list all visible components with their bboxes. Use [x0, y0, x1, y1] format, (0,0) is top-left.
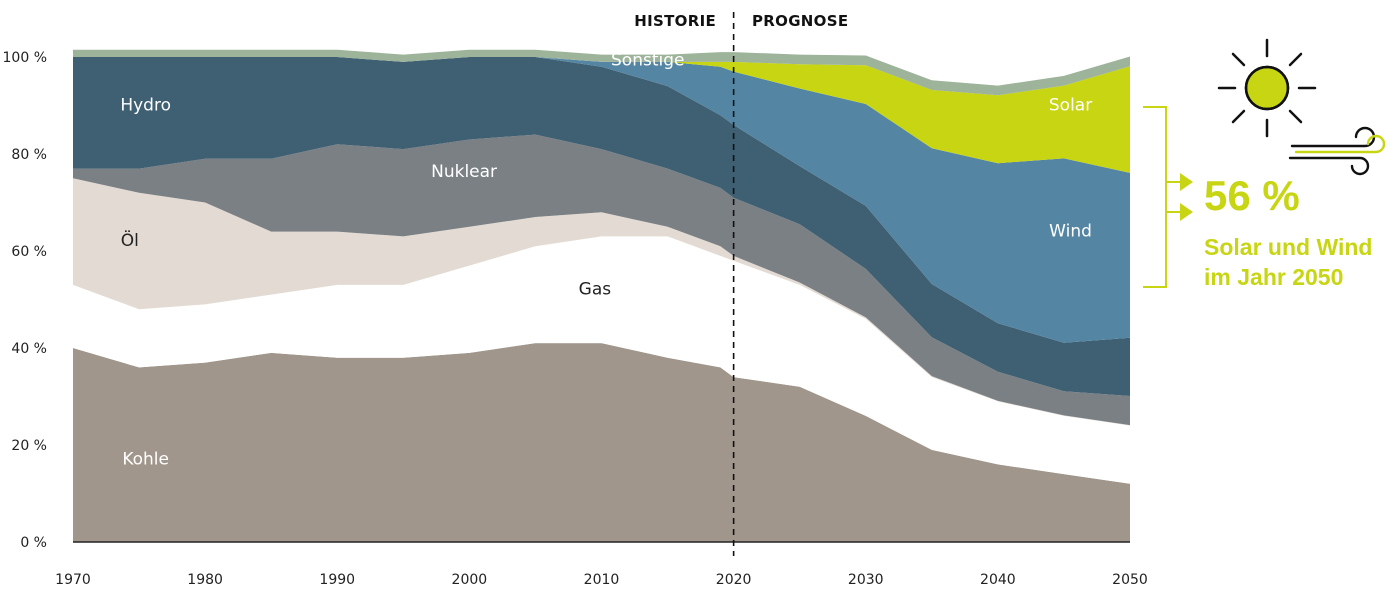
- area-hydro: [73, 57, 1130, 396]
- label-solar: Solar: [1049, 95, 1092, 115]
- x-tick-label: 2010: [584, 572, 620, 588]
- x-tick-label: 2050: [1112, 572, 1148, 588]
- sun-icon: [1217, 38, 1317, 138]
- y-tick-label: 100 %: [3, 50, 47, 66]
- label-gas: Gas: [579, 280, 612, 300]
- label-sonstige: Sonstige: [611, 51, 684, 71]
- area-labels: Kohle Gas Öl Nuklear Hydro Wind Solar Sonstige: [120, 51, 1092, 470]
- y-tick-label: 20 %: [11, 438, 47, 454]
- history-label: HISTORIE: [634, 12, 716, 30]
- axes: 1970 1980 1990 2000 2010 2020 2030 2040 2050 0 % 2…: [3, 50, 1148, 588]
- area-nuklear: [73, 134, 1130, 426]
- x-tick-label: 1970: [55, 572, 91, 588]
- label-oel: Öl: [121, 229, 139, 251]
- label-wind: Wind: [1049, 221, 1092, 241]
- callout-caption: Solar und Wind im Jahr 2050: [1204, 232, 1372, 292]
- x-tick-label: 2040: [980, 572, 1016, 588]
- x-tick-label: 2000: [452, 572, 488, 588]
- bracket-arrows-icon: [1143, 106, 1193, 288]
- y-tick-label: 60 %: [11, 244, 47, 260]
- y-tick-label: 0 %: [20, 535, 47, 551]
- label-nuklear: Nuklear: [431, 162, 497, 182]
- area-gas: [73, 236, 1130, 484]
- forecast-label: PROGNOSE: [752, 12, 848, 30]
- callout-line-2: im Jahr 2050: [1204, 264, 1344, 290]
- x-tick-label: 2020: [716, 572, 752, 588]
- area-kohle: [73, 343, 1130, 542]
- area-wind: [73, 57, 1130, 343]
- area-oel: [73, 178, 1130, 426]
- callout-value: 56 %: [1204, 172, 1300, 219]
- stacked-areas: [73, 49, 1130, 542]
- y-tick-label: 80 %: [11, 147, 47, 163]
- area-solar: [73, 57, 1130, 173]
- x-tick-label: 1990: [319, 572, 355, 588]
- x-tick-label: 2030: [848, 572, 884, 588]
- label-hydro: Hydro: [120, 95, 171, 115]
- y-tick-label: 40 %: [11, 341, 47, 357]
- wind-icon: [1288, 126, 1386, 176]
- area-sonstige: [73, 49, 1130, 96]
- x-tick-label: 1980: [187, 572, 223, 588]
- callout-line-1: Solar und Wind: [1204, 234, 1373, 260]
- label-kohle: Kohle: [122, 449, 169, 469]
